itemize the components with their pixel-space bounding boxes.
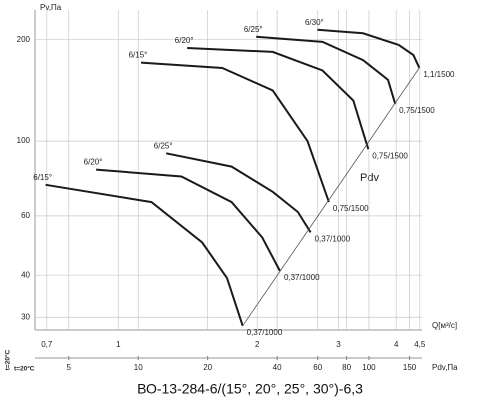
chart-title: ВО-13-284-6/(15°, 20°, 25°, 30°)-6,3 (137, 381, 363, 397)
curve-end-label: 0,37/1000 (247, 328, 283, 337)
curve (140, 61, 330, 203)
curve-start-label: 6/20° (175, 36, 194, 45)
curve-end-label: 0,75/1500 (372, 151, 408, 160)
curve (256, 35, 397, 105)
curve (187, 47, 370, 150)
x2-axis-label: Pdv,Па (432, 363, 458, 372)
x-axis-label: Q[м³/с] (432, 321, 457, 330)
pdv-line (242, 67, 420, 327)
curve-end-label: 0,37/1000 (315, 234, 351, 243)
y-tick-label: 100 (17, 136, 31, 145)
curve-end-label: 0,75/1500 (399, 106, 435, 115)
x-tick-label: 0,7 (41, 340, 53, 349)
curve-end-label: 0,75/1500 (333, 204, 369, 213)
y-axis-label: Pv,Па (40, 3, 62, 12)
x2-tick-label: 60 (313, 363, 322, 372)
y-tick-label: 60 (21, 211, 30, 220)
curve-end-label: 0,37/1000 (284, 273, 320, 282)
curve-start-label: 6/25° (244, 25, 263, 34)
x2-tick-label: 100 (362, 363, 376, 372)
x2-tick-label: 10 (134, 363, 143, 372)
curve-start-label: 6/30° (305, 18, 324, 27)
x-tick-label: 2 (255, 340, 260, 349)
curve (96, 168, 281, 272)
curve (45, 183, 244, 327)
x-tick-label: 4 (394, 340, 399, 349)
temperature-label: t=20°C (4, 349, 12, 370)
curve-end-label: 1,1/1500 (423, 70, 455, 79)
curve (317, 28, 421, 69)
x2-tick-label: 20 (203, 363, 212, 372)
x-tick-label: 3 (336, 340, 341, 349)
y-tick-label: 40 (21, 270, 30, 279)
curve-start-label: 6/15° (129, 51, 148, 60)
temperature-label: t=20°C (14, 365, 35, 373)
x2-tick-label: 40 (273, 363, 282, 372)
x2-tick-label: 5 (67, 363, 72, 372)
curve-start-label: 6/25° (154, 141, 173, 150)
x-tick-label: 4,5 (414, 340, 426, 349)
x2-tick-label: 150 (403, 363, 417, 372)
curve (166, 152, 312, 233)
annotation: Pdv (360, 172, 379, 184)
y-tick-label: 200 (17, 35, 31, 44)
x2-tick-label: 80 (342, 363, 351, 372)
curve-start-label: 6/20° (84, 158, 103, 167)
curve-start-label: 6/15° (33, 173, 52, 182)
y-tick-label: 30 (21, 312, 30, 321)
x-tick-label: 1 (116, 340, 121, 349)
